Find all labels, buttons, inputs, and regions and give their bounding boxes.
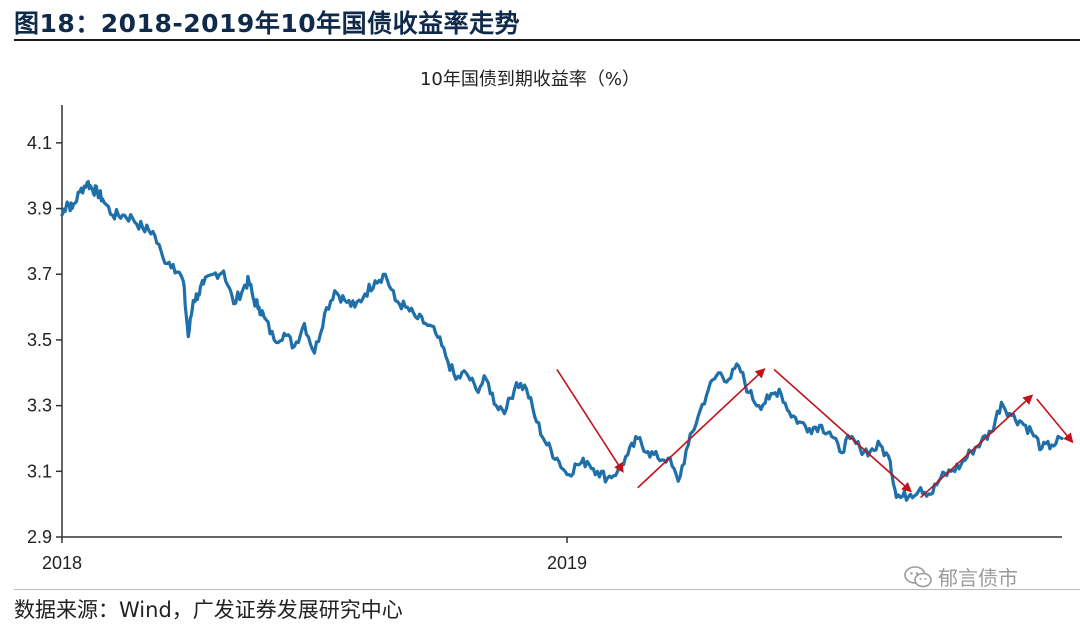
y-tick-label: 2.9 <box>27 527 52 547</box>
figure-title: 图18：2018-2019年10年国债收益率走势 <box>14 9 521 38</box>
annotation-layer <box>556 368 1074 499</box>
trend-arrow <box>773 368 912 493</box>
wechat-icon <box>904 565 932 587</box>
x-tick-label: 2018 <box>42 553 82 573</box>
watermark-text: 郁言债市 <box>938 566 1018 590</box>
y-axis: 2.9 3.1 3.3 3.5 3.7 3.9 4.1 <box>27 105 63 547</box>
y-tick-label: 3.1 <box>27 461 52 481</box>
y-tick-label: 4.1 <box>27 133 52 153</box>
title-divider <box>14 39 1080 41</box>
trend-arrow <box>637 368 766 489</box>
trend-arrow <box>1036 398 1074 444</box>
chart-title: 10年国债到期收益率（%） <box>420 69 640 90</box>
y-tick-label: 3.7 <box>27 264 52 284</box>
trend-arrow <box>556 369 624 473</box>
y-tick-label: 3.5 <box>27 330 52 350</box>
x-axis: 2018 2019 <box>42 536 1062 573</box>
trend-arrow <box>920 394 1034 499</box>
line-chart: 10年国债到期收益率（%） 2.9 3.1 3.3 3.5 3.7 3.9 4.1 2018… <box>27 69 1074 573</box>
y-tick-label: 3.9 <box>27 199 52 219</box>
series-line <box>60 180 1064 502</box>
x-tick-label: 2019 <box>547 553 587 573</box>
series-layer <box>60 180 1064 502</box>
watermark: 郁言债市 <box>904 562 1018 591</box>
footer-divider <box>14 589 1080 590</box>
source-note: 数据来源：Wind，广发证券发展研究中心 <box>14 598 403 622</box>
y-tick-label: 3.3 <box>27 396 52 416</box>
